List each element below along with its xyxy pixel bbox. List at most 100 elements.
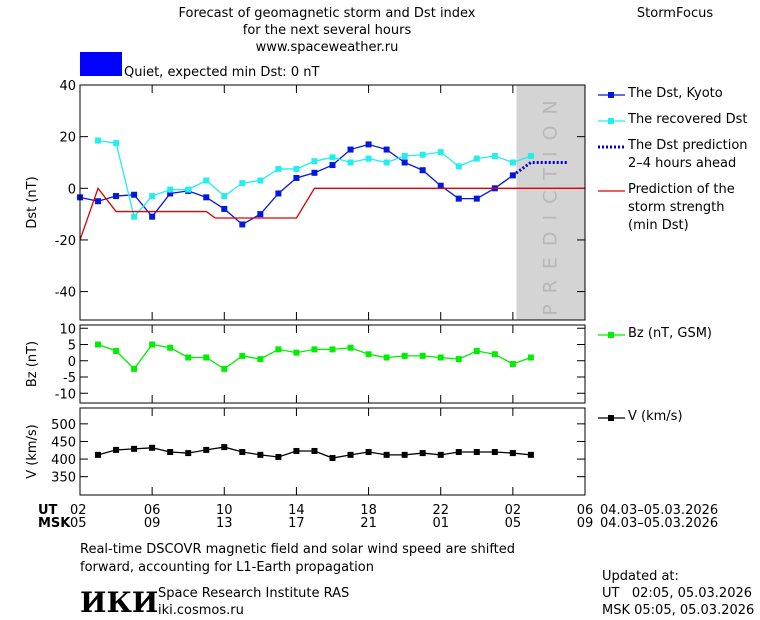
data-point <box>437 354 444 361</box>
x-tick-label: 02 <box>70 503 87 518</box>
data-point <box>149 444 156 451</box>
brand: StormFocus <box>637 6 713 21</box>
x-tick-label: 02 <box>505 503 522 518</box>
status-swatch <box>80 52 122 76</box>
legend-label: V (km/s) <box>628 409 683 424</box>
x-tick-label: 06 <box>144 503 161 518</box>
legend-marker <box>608 118 614 124</box>
data-point <box>257 211 264 218</box>
data-point <box>401 159 408 166</box>
data-point <box>167 186 174 193</box>
data-point <box>491 153 498 160</box>
title-line: www.spaceweather.ru <box>256 40 399 55</box>
data-point <box>311 447 318 454</box>
data-point <box>275 346 282 353</box>
data-point <box>203 446 210 453</box>
data-point <box>383 159 390 166</box>
data-point <box>365 155 372 162</box>
data-point <box>383 451 390 458</box>
data-point <box>437 451 444 458</box>
data-point <box>437 149 444 156</box>
title-line: for the next several hours <box>243 23 412 38</box>
series-line <box>97 139 532 219</box>
y-tick-label: 350 <box>51 471 76 486</box>
data-point <box>239 352 246 359</box>
data-point <box>167 449 174 456</box>
data-point <box>527 354 534 361</box>
x-axis-label: UT <box>38 503 58 518</box>
y-tick-label: 0 <box>68 355 76 370</box>
status-label: Quiet, expected min Dst: 0 nT <box>124 65 319 80</box>
data-point <box>419 450 426 457</box>
series-line <box>79 186 585 241</box>
legend-label: Bz (nT, GSM) <box>628 326 713 341</box>
data-point <box>509 361 516 367</box>
institute: Space Research Institute RAS <box>158 586 349 601</box>
data-point <box>95 451 102 458</box>
data-point <box>509 450 516 457</box>
data-point <box>131 191 138 198</box>
data-point <box>473 348 480 354</box>
data-point <box>257 177 264 184</box>
data-point <box>347 344 354 351</box>
data-point <box>113 446 120 453</box>
data-point <box>113 140 120 147</box>
data-point <box>131 213 138 220</box>
data-point <box>419 167 426 174</box>
y-tick-label: 10 <box>59 322 76 337</box>
data-point <box>167 190 174 197</box>
data-point <box>95 341 102 348</box>
data-point <box>401 451 408 458</box>
data-point <box>311 158 318 165</box>
data-point <box>95 137 102 144</box>
data-point <box>221 193 228 200</box>
data-point <box>131 365 138 372</box>
data-point <box>329 455 336 462</box>
data-point <box>311 169 318 176</box>
data-point <box>293 174 300 181</box>
data-point <box>239 180 246 187</box>
prediction-band <box>516 85 585 320</box>
x2-tick-label: 01 <box>432 516 449 531</box>
y-tick-label: -10 <box>55 387 76 402</box>
data-point <box>167 344 174 351</box>
x-tick-label: 18 <box>360 503 377 518</box>
data-point <box>203 177 210 184</box>
data-point <box>293 165 300 172</box>
y-tick-label: 40 <box>59 79 76 94</box>
x2-tick-label: 05 <box>505 516 522 531</box>
data-point <box>473 449 480 456</box>
x2-tick-label: 17 <box>288 516 305 531</box>
legend-marker <box>608 92 614 98</box>
data-point <box>221 444 228 451</box>
data-point <box>455 356 462 363</box>
data-point <box>149 193 156 200</box>
data-point <box>419 151 426 158</box>
y-tick-label: -40 <box>55 286 76 301</box>
updated-label: Updated at: <box>602 569 679 584</box>
data-point <box>383 146 390 153</box>
data-point <box>473 195 480 202</box>
data-point <box>275 453 282 460</box>
data-point <box>401 352 408 359</box>
data-point <box>239 221 246 228</box>
data-point <box>203 354 210 361</box>
data-point <box>257 356 264 363</box>
legend-marker <box>608 332 614 338</box>
data-point <box>383 354 390 361</box>
data-point <box>509 159 516 166</box>
data-point <box>527 451 534 458</box>
data-point <box>455 163 462 170</box>
y-tick-label: 450 <box>51 435 76 450</box>
updated-ut: UT 02:05, 05.03.2026 <box>602 586 752 601</box>
logo: ИКИ <box>80 586 158 619</box>
data-point <box>185 186 192 193</box>
data-point <box>203 194 210 201</box>
data-point <box>347 146 354 153</box>
series-line <box>511 160 567 177</box>
y-tick-label: 500 <box>51 418 76 433</box>
data-point <box>401 153 408 160</box>
plot-frame <box>79 84 586 321</box>
data-point <box>149 341 156 348</box>
